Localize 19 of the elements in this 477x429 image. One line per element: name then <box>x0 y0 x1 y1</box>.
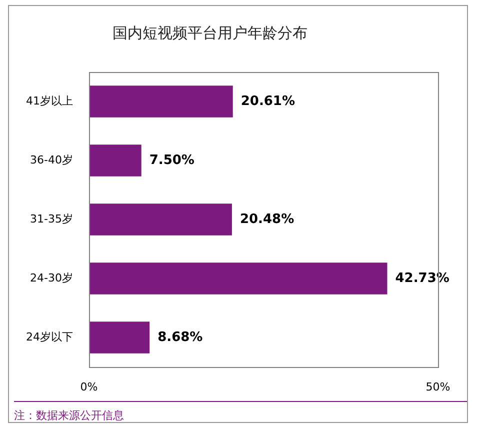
y-tick-label: 24-30岁 <box>30 271 73 284</box>
bar <box>89 322 150 354</box>
chart-title: 国内短视频平台用户年龄分布 <box>112 24 308 43</box>
data-label: 20.61% <box>240 94 296 109</box>
bar <box>89 86 233 118</box>
x-tick-label: 50% <box>426 380 450 394</box>
bar <box>89 204 232 236</box>
data-label: 7.50% <box>149 152 194 168</box>
data-label: 8.68% <box>158 330 203 345</box>
bar <box>89 144 142 176</box>
data-label: 42.73% <box>395 270 450 286</box>
data-label: 20.48% <box>240 212 294 227</box>
text: 注：数据来源公开信息 <box>14 408 124 423</box>
y-tick-label: 41岁以上 <box>26 94 73 108</box>
bar <box>89 262 388 294</box>
y-tick-label: 36-40岁 <box>30 153 73 166</box>
y-tick-label: 24岁以下 <box>26 330 73 344</box>
y-tick-label: 31-35岁 <box>30 212 73 226</box>
x-tick-label: 0% <box>80 380 98 394</box>
